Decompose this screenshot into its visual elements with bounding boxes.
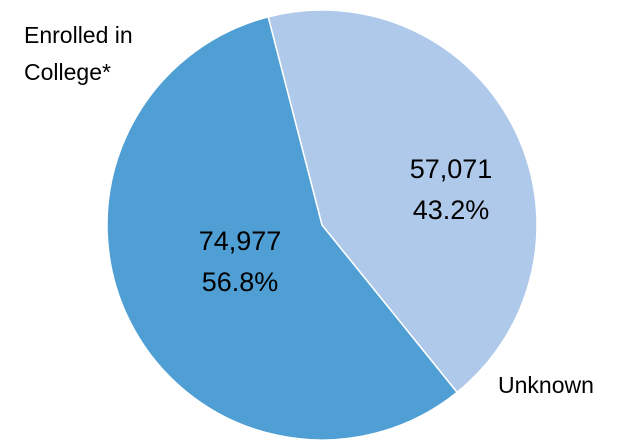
category-label-unknown: Unknown — [498, 372, 594, 398]
pie-slice-enrolled-in-college — [106, 15, 459, 441]
slice-label-unknown-value: 57,071 — [410, 154, 493, 184]
slice-label-unknown-percent: 43.2% — [413, 195, 490, 225]
category-label-enrolled-line2: College* — [24, 59, 111, 85]
slice-label-enrolled-value: 74,977 — [199, 226, 282, 256]
category-label-enrolled-line1: Enrolled in — [24, 22, 133, 48]
slice-label-enrolled-percent: 56.8% — [202, 267, 279, 297]
pie-slices — [106, 9, 538, 441]
pie-slice-unknown — [267, 9, 538, 394]
